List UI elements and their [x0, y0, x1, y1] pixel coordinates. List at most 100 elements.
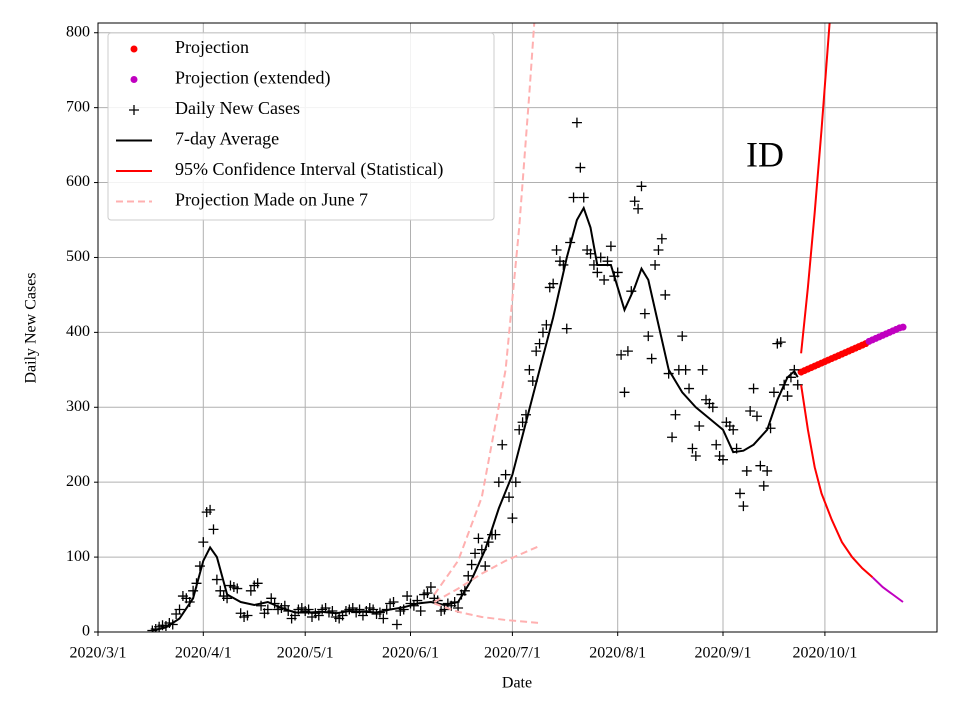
case-point [551, 244, 562, 255]
x-tick-label: 2020/3/1 [70, 645, 127, 662]
case-point [622, 346, 633, 357]
case-point [616, 349, 627, 360]
legend: Projection Projection (extended) Daily New… [107, 32, 495, 221]
y-tick-label: 0 [82, 623, 90, 640]
case-point [548, 278, 559, 289]
case-point [599, 274, 610, 285]
case-point [388, 597, 399, 608]
case-point [619, 387, 630, 398]
case-point [680, 364, 691, 375]
case-point [738, 501, 749, 512]
case-point [768, 387, 779, 398]
x-tick-label: 2020/7/1 [484, 645, 541, 662]
plot-area [147, 23, 907, 632]
case-point [792, 379, 803, 390]
series-line [152, 205, 799, 632]
case-point [463, 570, 474, 581]
case-point [636, 181, 647, 192]
case-point [354, 604, 365, 615]
y-tick-label: 700 [66, 98, 90, 115]
case-point [174, 604, 185, 615]
case-point [425, 582, 436, 593]
series-line [871, 576, 904, 603]
case-point [537, 327, 548, 338]
case-point [534, 338, 545, 349]
case-point [568, 192, 579, 203]
case-point [629, 196, 640, 207]
series-line [433, 544, 541, 603]
case-point [751, 411, 762, 422]
case-point [684, 383, 695, 394]
case-point [242, 610, 253, 621]
legend-label: Projection Made on June 7 [175, 190, 368, 210]
case-point [592, 267, 603, 278]
case-point [188, 585, 199, 596]
case-point [697, 364, 708, 375]
x-tick-label: 2020/6/1 [382, 645, 439, 662]
legend-label: 95% Confidence Interval (Statistical) [175, 159, 443, 180]
case-point [667, 432, 678, 443]
x-tick-label: 2020/8/1 [589, 645, 646, 662]
case-point [541, 319, 552, 330]
annotation: ID [746, 134, 784, 174]
legend-box [107, 32, 495, 221]
case-point [504, 492, 515, 503]
case-point [215, 585, 226, 596]
legend-label: 7-day Average [175, 129, 279, 149]
case-point [633, 203, 644, 214]
case-point [656, 233, 667, 244]
case-point [561, 323, 572, 334]
case-point [531, 346, 542, 357]
case-point [520, 409, 531, 420]
series-line [433, 602, 540, 624]
case-point [571, 117, 582, 128]
case-point [734, 488, 745, 499]
case-point [208, 524, 219, 535]
case-point [391, 619, 402, 630]
projection-point [899, 323, 907, 331]
case-point [690, 450, 701, 461]
case-point [677, 331, 688, 342]
case-point [775, 337, 786, 348]
case-point [585, 248, 596, 259]
y-tick-label: 100 [66, 548, 90, 565]
case-point [755, 460, 766, 471]
case-point [439, 604, 450, 615]
case-point [327, 606, 338, 617]
x-tick-label: 2020/5/1 [277, 645, 334, 662]
case-point [514, 424, 525, 435]
case-point [507, 513, 518, 524]
case-point [500, 469, 511, 480]
case-point [252, 578, 263, 589]
case-point [687, 443, 698, 454]
case-point [595, 252, 606, 263]
case-point [707, 402, 718, 413]
case-point [205, 504, 216, 515]
case-point [660, 289, 671, 300]
case-point [232, 583, 243, 594]
y-tick-label: 600 [66, 173, 90, 190]
case-point [605, 241, 616, 252]
case-point [466, 559, 477, 570]
case-point [245, 585, 256, 596]
case-point [266, 593, 277, 604]
case-point [646, 353, 657, 364]
x-tick-label: 2020/9/1 [695, 645, 752, 662]
legend-label: Daily New Cases [175, 98, 300, 118]
case-point [758, 480, 769, 491]
y-tick-label: 200 [66, 473, 90, 490]
case-point [262, 604, 273, 615]
case-point [748, 383, 759, 394]
case-point [415, 606, 426, 617]
case-point [490, 529, 501, 540]
case-point [639, 308, 650, 319]
case-point [782, 391, 793, 402]
case-point [398, 604, 409, 615]
case-point [745, 406, 756, 417]
x-tick-label: 2020/10/1 [792, 645, 857, 662]
case-point [470, 548, 481, 559]
case-point [378, 613, 389, 624]
case-point [497, 439, 508, 450]
series-line [800, 23, 831, 354]
